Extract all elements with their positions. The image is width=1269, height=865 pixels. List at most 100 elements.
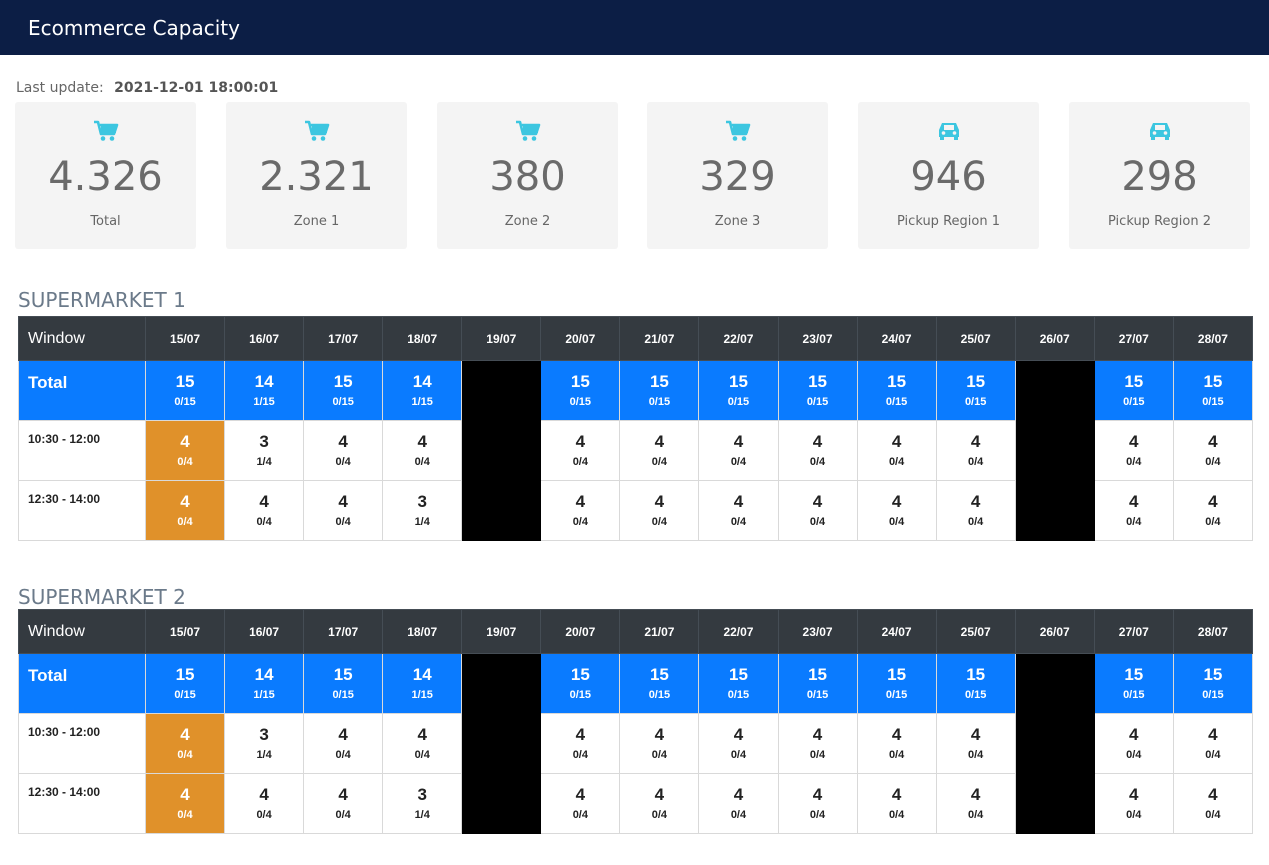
capacity-cell[interactable]: 4 0/4 bbox=[1093, 713, 1174, 774]
capacity-cell[interactable]: 4 0/4 bbox=[303, 420, 384, 481]
capacity-cell[interactable]: 15 0/15 bbox=[698, 360, 779, 421]
capacity-cell[interactable]: 4 0/4 bbox=[619, 480, 700, 541]
capacity-cell[interactable]: 4 0/4 bbox=[777, 420, 858, 481]
capacity-available: 4 bbox=[180, 431, 190, 451]
capacity-used: 0/4 bbox=[809, 748, 826, 761]
stat-label: Pickup Region 1 bbox=[897, 214, 1000, 229]
capacity-cell[interactable]: 4 0/4 bbox=[1172, 480, 1254, 541]
capacity-cell[interactable]: 4 0/4 bbox=[303, 773, 384, 834]
capacity-cell[interactable]: 4 0/4 bbox=[777, 713, 858, 774]
capacity-cell[interactable]: 15 0/15 bbox=[856, 653, 937, 714]
capacity-cell[interactable]: 4 0/4 bbox=[698, 480, 779, 541]
capacity-used: 0/15 bbox=[806, 688, 829, 701]
capacity-cell[interactable]: 4 0/4 bbox=[382, 713, 463, 774]
capacity-cell[interactable]: 4 0/4 bbox=[540, 420, 621, 481]
capacity-cell[interactable]: 4 0/4 bbox=[1172, 713, 1254, 774]
date-header: 24/07 bbox=[856, 316, 937, 361]
capacity-cell[interactable]: 4 0/4 bbox=[856, 420, 937, 481]
date-header: 27/07 bbox=[1093, 609, 1174, 654]
capacity-cell[interactable]: 14 1/15 bbox=[224, 360, 305, 421]
capacity-cell[interactable]: 4 0/4 bbox=[698, 713, 779, 774]
capacity-cell[interactable]: 4 0/4 bbox=[224, 773, 305, 834]
capacity-cell[interactable]: 4 0/4 bbox=[856, 773, 937, 834]
capacity-used: 0/15 bbox=[174, 688, 196, 701]
capacity-available: 3 bbox=[417, 491, 427, 511]
capacity-used: 0/4 bbox=[1126, 455, 1142, 468]
capacity-cell[interactable]: 4 0/4 bbox=[1093, 480, 1174, 541]
capacity-cell[interactable]: 4 0/4 bbox=[935, 480, 1016, 541]
capacity-cell[interactable]: 4 0/4 bbox=[1093, 773, 1174, 834]
capacity-available: 3 bbox=[259, 431, 269, 451]
capacity-available: 3 bbox=[417, 784, 427, 804]
capacity-cell[interactable]: 15 0/15 bbox=[1172, 360, 1254, 421]
capacity-cell[interactable]: 4 0/4 bbox=[303, 480, 384, 541]
capacity-available: 4 bbox=[1129, 491, 1139, 511]
capacity-cell[interactable]: 15 0/15 bbox=[1093, 653, 1174, 714]
capacity-used: 0/4 bbox=[414, 455, 430, 468]
stat-label: Zone 2 bbox=[504, 214, 551, 229]
capacity-cell[interactable]: 4 0/4 bbox=[777, 480, 858, 541]
capacity-available: 15 bbox=[966, 664, 986, 684]
capacity-cell[interactable]: 4 0/4 bbox=[382, 420, 463, 481]
capacity-cell[interactable]: 14 1/15 bbox=[224, 653, 305, 714]
capacity-cell[interactable]: 15 0/15 bbox=[303, 653, 384, 714]
capacity-cell[interactable]: 4 0/4 bbox=[1093, 420, 1174, 481]
capacity-cell[interactable]: 15 0/15 bbox=[935, 360, 1016, 421]
capacity-cell[interactable]: 4 0/4 bbox=[698, 773, 779, 834]
capacity-cell[interactable]: 15 0/15 bbox=[540, 653, 621, 714]
capacity-cell[interactable]: 15 0/15 bbox=[619, 653, 700, 714]
capacity-cell[interactable]: 4 0/4 bbox=[540, 480, 621, 541]
capacity-cell[interactable]: 4 0/4 bbox=[935, 420, 1016, 481]
capacity-cell[interactable]: 15 0/15 bbox=[935, 653, 1016, 714]
capacity-cell[interactable]: 4 0/4 bbox=[144, 713, 226, 774]
capacity-used: 0/15 bbox=[332, 688, 354, 701]
capacity-cell[interactable]: 4 0/4 bbox=[303, 713, 384, 774]
capacity-cell[interactable]: 14 1/15 bbox=[382, 360, 463, 421]
capacity-cell[interactable]: 15 0/15 bbox=[777, 653, 858, 714]
capacity-available: 4 bbox=[1129, 724, 1139, 744]
capacity-cell[interactable]: 4 0/4 bbox=[935, 773, 1016, 834]
capacity-cell[interactable]: 15 0/15 bbox=[540, 360, 621, 421]
stat-value: 298 bbox=[1121, 154, 1198, 200]
capacity-available: 4 bbox=[733, 784, 744, 804]
capacity-available: 14 bbox=[412, 664, 432, 684]
capacity-cell[interactable]: 3 1/4 bbox=[224, 420, 305, 481]
capacity-cell[interactable]: 4 0/4 bbox=[144, 773, 226, 834]
capacity-cell[interactable]: 4 0/4 bbox=[856, 480, 937, 541]
capacity-cell[interactable]: 15 0/15 bbox=[856, 360, 937, 421]
capacity-cell[interactable]: 15 0/15 bbox=[698, 653, 779, 714]
capacity-cell[interactable]: 4 0/4 bbox=[1172, 773, 1254, 834]
stat-label: Pickup Region 2 bbox=[1108, 214, 1211, 229]
capacity-cell[interactable]: 4 0/4 bbox=[1172, 420, 1254, 481]
capacity-cell[interactable]: 15 0/15 bbox=[777, 360, 858, 421]
capacity-cell[interactable]: 15 0/15 bbox=[619, 360, 700, 421]
capacity-cell[interactable]: 4 0/4 bbox=[619, 713, 700, 774]
capacity-cell[interactable]: 15 0/15 bbox=[303, 360, 384, 421]
capacity-cell[interactable]: 3 1/4 bbox=[382, 480, 463, 541]
capacity-cell[interactable]: 4 0/4 bbox=[619, 420, 700, 481]
capacity-cell[interactable]: 4 0/4 bbox=[540, 713, 621, 774]
capacity-used: 0/4 bbox=[572, 515, 588, 528]
capacity-available: 15 bbox=[808, 371, 827, 391]
capacity-cell[interactable]: 4 0/4 bbox=[777, 773, 858, 834]
capacity-cell[interactable]: 3 1/4 bbox=[382, 773, 463, 834]
capacity-cell[interactable]: 3 1/4 bbox=[224, 713, 305, 774]
stat-label: Zone 1 bbox=[293, 214, 340, 229]
capacity-cell[interactable]: 14 1/15 bbox=[382, 653, 463, 714]
capacity-cell[interactable]: 15 0/15 bbox=[1172, 653, 1254, 714]
capacity-cell[interactable]: 4 0/4 bbox=[619, 773, 700, 834]
capacity-cell[interactable]: 4 0/4 bbox=[144, 420, 226, 481]
capacity-cell[interactable]: 4 0/4 bbox=[540, 773, 621, 834]
capacity-cell[interactable]: 4 0/4 bbox=[935, 713, 1016, 774]
capacity-cell[interactable]: 4 0/4 bbox=[856, 713, 937, 774]
capacity-cell[interactable]: 4 0/4 bbox=[698, 420, 779, 481]
capacity-used: 1/15 bbox=[411, 395, 433, 408]
capacity-cell[interactable]: 15 0/15 bbox=[1093, 360, 1174, 421]
date-header: 24/07 bbox=[856, 609, 937, 654]
capacity-cell[interactable]: 4 0/4 bbox=[224, 480, 305, 541]
capacity-available: 15 bbox=[649, 664, 669, 684]
capacity-cell[interactable]: 15 0/15 bbox=[144, 653, 226, 714]
date-header: 22/07 bbox=[698, 316, 779, 361]
capacity-cell[interactable]: 15 0/15 bbox=[144, 360, 226, 421]
capacity-cell[interactable]: 4 0/4 bbox=[144, 480, 226, 541]
